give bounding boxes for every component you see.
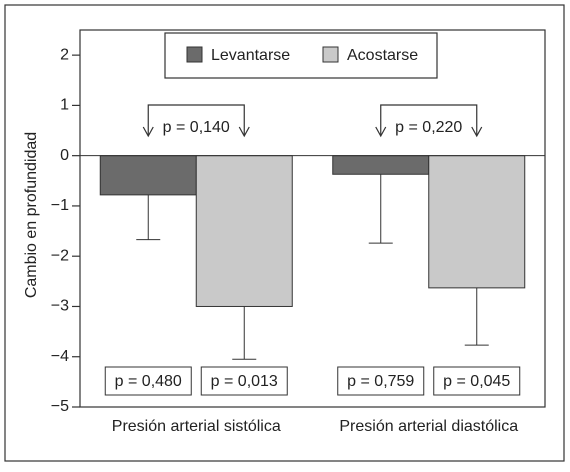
y-tick-label: 1 — [60, 97, 69, 114]
p-label: p = 0,045 — [443, 373, 510, 390]
p-label: p = 0,759 — [347, 373, 414, 390]
y-tick-label: −2 — [51, 247, 69, 264]
arrow-head — [142, 126, 154, 138]
y-tick-label: −5 — [51, 398, 69, 415]
comparison-label: p = 0,140 — [163, 119, 230, 136]
bar — [99, 155, 197, 196]
bar — [428, 155, 526, 289]
bar — [332, 155, 430, 175]
y-tick-label: −4 — [51, 348, 69, 365]
arrow-head — [238, 126, 250, 138]
y-tick-label: −1 — [51, 197, 69, 214]
x-tick-label: Presión arterial diastólica — [339, 418, 518, 435]
legend-box — [164, 32, 438, 79]
y-tick-label: −3 — [51, 298, 69, 315]
p-box — [200, 366, 288, 396]
p-box — [337, 366, 425, 396]
x-tick-label: Presión arterial sistólica — [112, 418, 281, 435]
comparison-label: p = 0,220 — [395, 119, 462, 136]
arrow-head — [375, 126, 387, 138]
legend-swatch — [186, 46, 203, 63]
comparison-bracket — [380, 104, 478, 136]
outer-frame — [4, 4, 565, 462]
legend-swatch — [322, 46, 339, 63]
y-tick-label: 0 — [60, 147, 69, 164]
p-label: p = 0,013 — [211, 373, 278, 390]
bar — [195, 155, 293, 307]
p-label: p = 0,480 — [115, 373, 182, 390]
y-axis-label: Cambio en profundidad — [23, 132, 40, 298]
comparison-bracket — [147, 104, 245, 136]
legend-label: Levantarse — [211, 47, 290, 64]
arrow-head — [471, 126, 483, 138]
p-box — [433, 366, 521, 396]
legend-label: Acostarse — [347, 47, 418, 64]
y-tick-label: 2 — [60, 46, 69, 63]
p-box — [104, 366, 192, 396]
